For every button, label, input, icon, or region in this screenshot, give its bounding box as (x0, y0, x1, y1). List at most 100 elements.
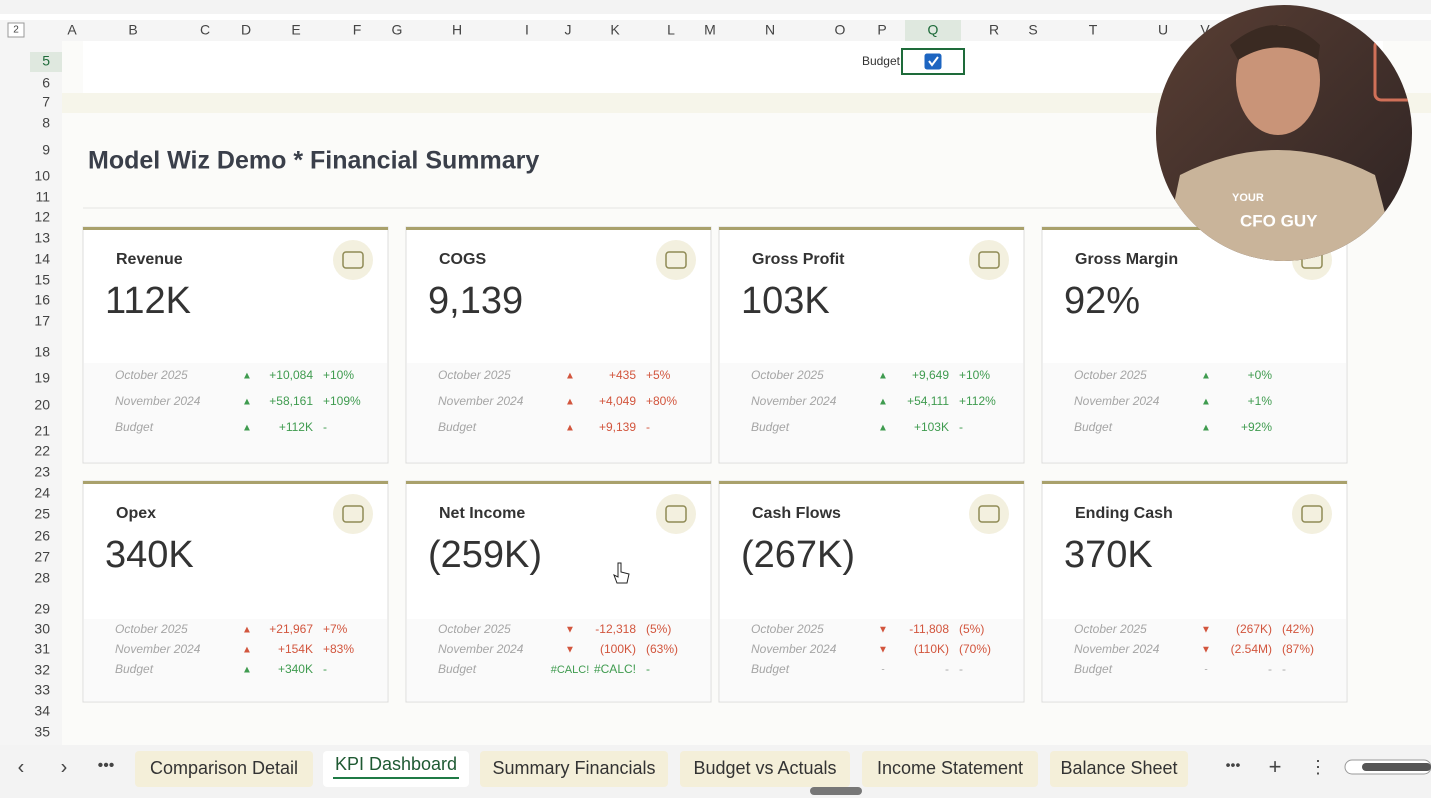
tab-more-right[interactable]: ••• (1226, 757, 1241, 773)
row-header[interactable]: 27 (34, 549, 50, 565)
column-header[interactable]: T (1089, 22, 1098, 38)
row-header[interactable]: 20 (34, 397, 50, 413)
sheet-tab[interactable]: Summary Financials (480, 751, 668, 787)
row-header[interactable]: 11 (35, 189, 50, 205)
row-header[interactable]: 5 (42, 53, 50, 69)
column-header[interactable]: P (877, 22, 886, 38)
row-header[interactable]: 25 (34, 506, 50, 522)
row-header[interactable]: 7 (42, 94, 50, 110)
row-header[interactable]: 32 (34, 662, 50, 678)
row-header[interactable]: 19 (34, 370, 50, 386)
row-header[interactable]: 26 (34, 528, 50, 544)
row-header[interactable]: 35 (34, 724, 50, 740)
column-header[interactable]: C (200, 22, 210, 38)
row-header[interactable]: 24 (34, 485, 50, 501)
row-header[interactable]: 9 (42, 142, 50, 158)
filter-label: Budget (862, 54, 901, 68)
tab-prev[interactable]: ‹ (18, 756, 25, 778)
tab-background (680, 751, 850, 787)
column-header[interactable]: B (128, 22, 137, 38)
detail-label: Budget (751, 662, 790, 676)
column-header[interactable]: K (610, 22, 620, 38)
column-header[interactable]: M (704, 22, 716, 38)
column-header[interactable]: N (765, 22, 775, 38)
tab-label[interactable]: Comparison Detail (150, 758, 298, 778)
sheet-tab[interactable]: Budget vs Actuals (680, 751, 850, 787)
sheet-tab[interactable]: Balance Sheet (1050, 751, 1188, 787)
detail-change: (2.54M) (1231, 642, 1272, 656)
row-header[interactable]: 33 (34, 682, 50, 698)
detail-arrow: ▲ (565, 371, 575, 382)
column-header[interactable]: R (989, 22, 999, 38)
tab-more[interactable]: ••• (98, 757, 115, 774)
detail-arrow: ▼ (1201, 625, 1211, 636)
page-scroll-thumb[interactable] (810, 787, 862, 795)
tab-next[interactable]: › (61, 756, 68, 778)
column-header[interactable]: A (67, 22, 77, 38)
row-header[interactable]: 28 (34, 570, 50, 586)
tab-label[interactable]: Income Statement (877, 758, 1023, 778)
row-header[interactable]: 21 (34, 423, 50, 439)
column-header[interactable]: F (353, 22, 362, 38)
detail-change: - (945, 662, 949, 676)
outline-level[interactable]: 2 (13, 25, 19, 36)
card-icon (333, 494, 373, 534)
row-header[interactable]: 17 (34, 313, 50, 329)
tab-label[interactable]: Balance Sheet (1060, 758, 1177, 778)
sheet-tab[interactable]: Income Statement (862, 751, 1038, 787)
column-header[interactable]: H (452, 22, 462, 38)
row-header[interactable]: 34 (34, 703, 50, 719)
add-sheet[interactable]: + (1269, 754, 1282, 779)
column-header[interactable]: D (241, 22, 251, 38)
webcam-overlay: YOUR CFO GUY (1156, 5, 1412, 261)
column-header[interactable]: I (525, 22, 529, 38)
column-header[interactable]: G (392, 22, 403, 38)
row-header[interactable]: 15 (34, 272, 50, 288)
row-header[interactable]: 10 (34, 168, 50, 184)
checkbox[interactable] (924, 53, 942, 70)
tab-label[interactable]: Budget vs Actuals (693, 758, 836, 778)
detail-change: +54,111 (907, 394, 949, 408)
row-header[interactable]: 16 (34, 292, 50, 308)
mouse-cursor (613, 562, 630, 584)
sheet-tab[interactable]: Comparison Detail (135, 751, 313, 787)
column-header[interactable]: E (291, 22, 300, 38)
tab-label[interactable]: KPI Dashboard (335, 754, 457, 774)
card-value: 340K (105, 534, 194, 576)
row-header[interactable]: 13 (34, 230, 50, 246)
column-header[interactable]: O (835, 22, 846, 38)
row-header[interactable]: 14 (34, 251, 50, 267)
detail-label: November 2024 (1074, 642, 1160, 656)
row-header[interactable]: 6 (42, 75, 50, 91)
column-header[interactable]: J (565, 22, 572, 38)
row-header[interactable]: 8 (42, 115, 50, 131)
card-top-border (1042, 481, 1347, 484)
column-header[interactable]: L (667, 22, 675, 38)
card-top-border (1042, 227, 1347, 230)
row-header[interactable]: 23 (34, 464, 50, 480)
card-title: COGS (439, 251, 486, 268)
card-title: Gross Profit (752, 251, 845, 268)
row-header[interactable]: 29 (34, 601, 50, 617)
tab-background (1050, 751, 1188, 787)
sheet-tab[interactable]: KPI Dashboard (323, 751, 469, 787)
row-header[interactable]: 18 (34, 344, 50, 360)
row-header[interactable]: 22 (34, 443, 50, 459)
column-header[interactable]: S (1028, 22, 1037, 38)
column-header[interactable]: Q (928, 22, 939, 38)
sheet-menu[interactable]: ⋮ (1309, 757, 1327, 777)
row-header[interactable]: 30 (34, 621, 50, 637)
column-header[interactable]: V (1200, 22, 1210, 38)
row-header[interactable]: 31 (34, 641, 50, 657)
detail-change: +21,967 (269, 622, 313, 636)
detail-label: November 2024 (438, 394, 524, 408)
h-scroll-thumb[interactable] (1362, 763, 1431, 771)
tab-label[interactable]: Summary Financials (492, 758, 655, 778)
detail-pct: (5%) (646, 622, 671, 636)
detail-change: +1% (1248, 394, 1273, 408)
row-header[interactable]: 12 (34, 209, 50, 225)
card-title: Net Income (439, 505, 525, 522)
tab-background (135, 751, 313, 787)
column-header[interactable]: U (1158, 22, 1168, 38)
